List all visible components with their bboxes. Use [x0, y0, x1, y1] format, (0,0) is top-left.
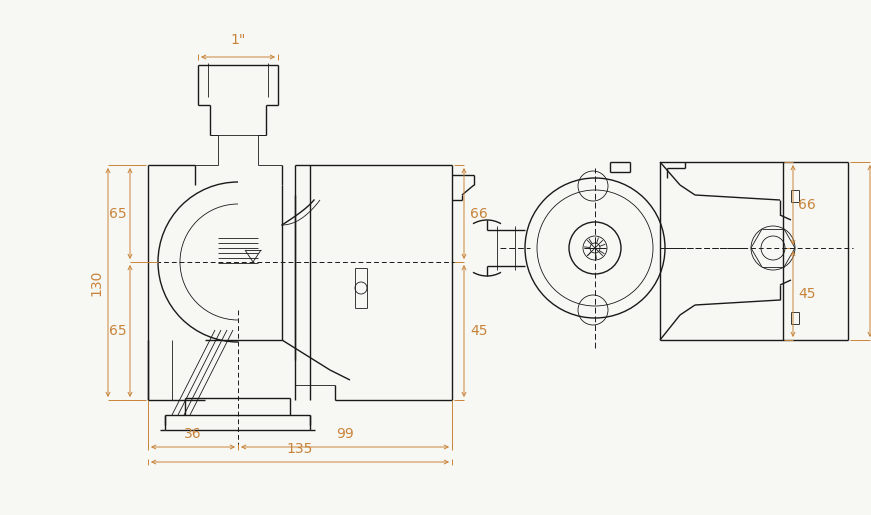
Text: 65: 65 [109, 324, 127, 338]
Text: 135: 135 [287, 442, 314, 456]
Text: 36: 36 [184, 427, 202, 441]
Text: 45: 45 [798, 287, 816, 301]
Text: 65: 65 [109, 207, 127, 220]
Text: 1": 1" [230, 33, 246, 47]
Text: 99: 99 [336, 427, 354, 441]
Text: 66: 66 [470, 207, 488, 220]
Text: 130: 130 [89, 269, 103, 296]
Text: 66: 66 [798, 198, 816, 212]
Text: 45: 45 [470, 324, 488, 338]
